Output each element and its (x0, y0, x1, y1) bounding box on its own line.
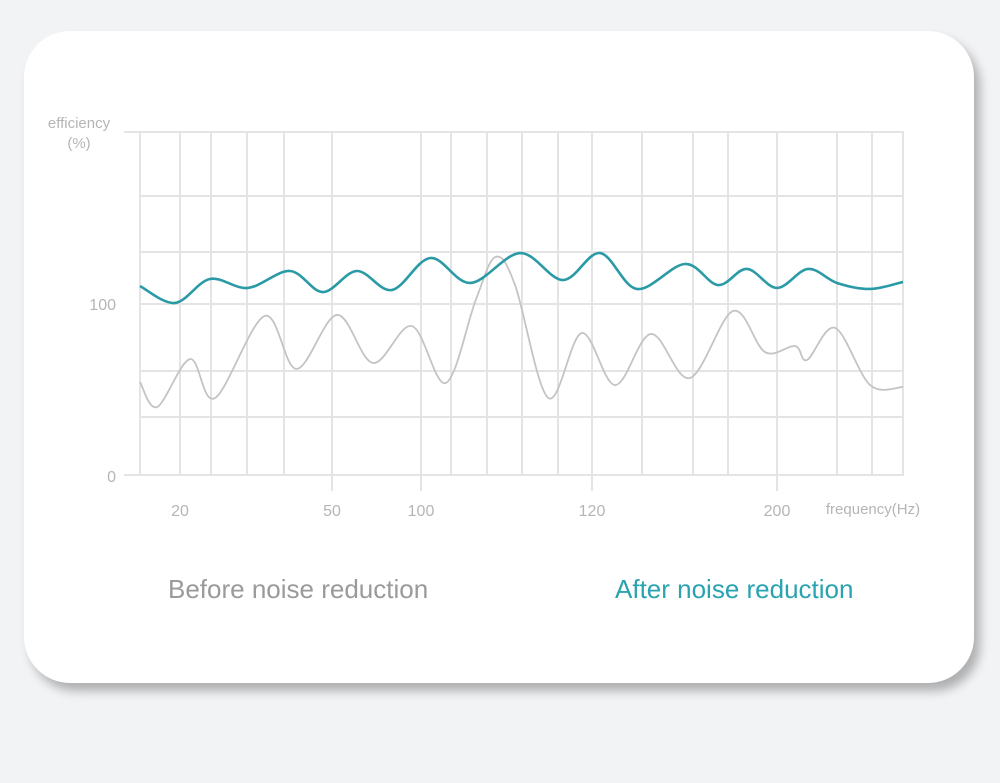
x-tick-100: 100 (408, 503, 435, 520)
x-axis-label: frequency(Hz) (826, 501, 920, 518)
y-axis-label-line1: efficiency (48, 115, 111, 132)
series-lines (139, 251, 904, 409)
y-tick-0: 0 (107, 469, 116, 486)
grid (124, 131, 904, 491)
x-tick-120: 120 (579, 503, 606, 520)
y-tick-100: 100 (89, 297, 116, 314)
series-line-before (139, 255, 904, 409)
series-line-after (139, 251, 904, 305)
x-tick-50: 50 (323, 503, 341, 520)
x-tick-20: 20 (171, 503, 189, 520)
y-axis-label-line2: (%) (67, 135, 90, 152)
legend-before: Before noise reduction (168, 574, 429, 604)
x-tick-200: 200 (764, 503, 791, 520)
chart-card (24, 31, 974, 683)
legend-after: After noise reduction (615, 574, 854, 604)
